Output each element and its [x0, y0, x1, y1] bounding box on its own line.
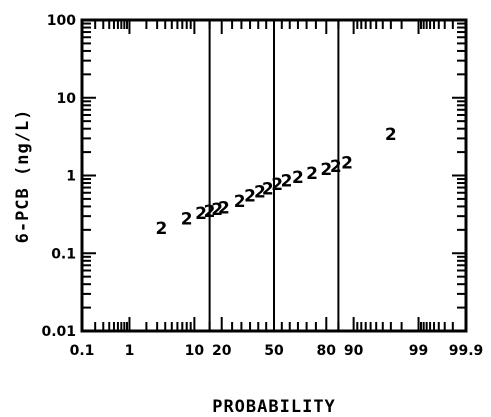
- data-point: 2: [385, 125, 397, 145]
- data-point: 2: [330, 157, 342, 177]
- data-point: 2: [234, 192, 246, 212]
- data-point: 2: [195, 204, 207, 224]
- data-point: 2: [244, 187, 256, 207]
- data-point: 2: [204, 202, 216, 222]
- x-tick-label: 99: [409, 343, 428, 359]
- y-tick-label: 0.01: [41, 324, 76, 340]
- data-point: 2: [181, 209, 193, 229]
- x-tick-label: 0.1: [70, 343, 95, 359]
- data-point: 2: [218, 198, 230, 218]
- y-axis-title: 6-PCB (ng/L): [13, 109, 33, 244]
- x-tick-label: 90: [344, 343, 364, 359]
- y-tick-label: 0.1: [51, 246, 76, 262]
- data-point: 2: [156, 219, 168, 239]
- data-point: 2: [254, 183, 266, 203]
- y-tick-label: 100: [47, 13, 76, 29]
- data-point: 2: [341, 153, 353, 173]
- y-tick-label: 1: [66, 169, 76, 185]
- reference-lines: [208, 20, 340, 331]
- axis-ticks: [81, 20, 467, 332]
- x-tick-label: 50: [264, 343, 284, 359]
- x-tick-label: 10: [185, 343, 205, 359]
- x-tick-label: 20: [212, 343, 232, 359]
- data-point: 2: [271, 175, 283, 195]
- data-point: 2: [262, 180, 274, 200]
- y-tick-label: 10: [57, 91, 77, 107]
- x-tick-label: 80: [317, 343, 337, 359]
- data-point: 2: [320, 160, 332, 180]
- data-point: 2: [281, 172, 293, 192]
- x-tick-labels: 0.1 1 10 20 50 80 90 99 99.9: [70, 343, 484, 359]
- x-tick-label: 99.9: [449, 343, 484, 359]
- x-axis-title: PROBABILITY: [212, 397, 336, 417]
- data-point: 2: [292, 168, 304, 188]
- data-point: 2: [306, 164, 318, 184]
- x-tick-label: 1: [125, 343, 135, 359]
- data-point: 2: [211, 200, 223, 220]
- y-tick-labels: 0.01 0.1 1 10 100: [41, 13, 76, 340]
